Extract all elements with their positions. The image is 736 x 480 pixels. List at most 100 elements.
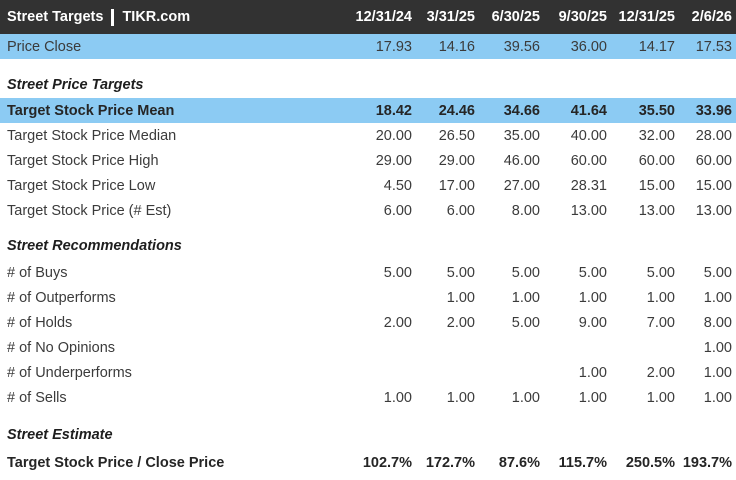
cell-value: 17.53 [695,38,732,55]
cell-value: 35.50 [638,102,675,119]
cell-value: 1.00 [703,339,732,356]
cell-value: 35.00 [503,127,540,144]
cell-value: 250.5% [625,454,675,471]
cell-value: 1.00 [383,389,412,406]
table-row: # of Holds 2.00 2.00 5.00 9.00 7.00 8.00 [0,310,736,335]
cell-value: 8.00 [703,314,732,331]
cell-value: 60.00 [638,152,675,169]
cell-value: 1.00 [511,289,540,306]
row-label: Target Stock Price (# Est) [7,202,172,219]
cell-value: 27.00 [503,177,540,194]
cell-value: 115.7% [558,454,607,471]
row-label: Target Stock Price / Close Price [7,454,225,471]
cell-value: 5.00 [511,264,540,281]
cell-value: 1.00 [446,289,475,306]
cell-value: 60.00 [570,152,607,169]
price-close-row: Price Close 17.93 14.16 39.56 36.00 14.1… [0,34,736,59]
column-header-date: 3/31/25 [426,9,475,25]
section-gap [0,410,736,425]
cell-value: 13.00 [638,202,675,219]
section-title: Street Price Targets [7,77,144,93]
cell-value: 26.50 [438,127,475,144]
column-header-date: 12/31/24 [355,9,412,25]
row-label: Target Stock Price High [7,152,159,169]
table-row: # of Underperforms 1.00 2.00 1.00 [0,360,736,385]
cell-value: 13.00 [695,202,732,219]
cell-value: 2.00 [446,314,475,331]
column-header-date: 12/31/25 [618,9,675,25]
cell-value: 28.31 [570,177,607,194]
cell-value: 40.00 [570,127,607,144]
cell-value: 5.00 [446,264,475,281]
cell-value: 14.17 [638,38,675,55]
cell-value: 18.42 [375,102,412,119]
row-label: Price Close [7,38,82,55]
cell-value: 1.00 [446,389,475,406]
section-title: Street Estimate [7,427,113,443]
table-title: Street Targets TIKR.com [0,8,340,26]
table-title-left: Street Targets [7,9,104,25]
cell-value: 1.00 [703,289,732,306]
cell-value: 5.00 [383,264,412,281]
cell-value: 172.7% [425,454,475,471]
table-row: # of Outperforms 1.00 1.00 1.00 1.00 1.00 [0,285,736,310]
cell-value: 1.00 [646,289,675,306]
cell-value: 15.00 [638,177,675,194]
column-header-date: 2/6/26 [691,9,732,25]
table-title-brand: TIKR.com [122,9,191,25]
cell-value: 29.00 [438,152,475,169]
cell-value: 1.00 [578,289,607,306]
row-label: Target Stock Price Mean [7,102,175,119]
title-divider-bar [111,8,115,26]
cell-value: 5.00 [703,264,732,281]
row-label: # of Sells [7,389,67,406]
cell-value: 28.00 [695,127,732,144]
cell-value: 36.00 [570,38,607,55]
cell-value: 9.00 [578,314,607,331]
cell-value: 6.00 [383,202,412,219]
cell-value: 6.00 [446,202,475,219]
row-label: # of Underperforms [7,364,132,381]
cell-value: 46.00 [503,152,540,169]
table-row: # of No Opinions 1.00 [0,335,736,360]
cell-value: 5.00 [511,314,540,331]
section-title: Street Recommendations [7,238,182,254]
cell-value: 41.64 [570,102,607,119]
row-label: # of Buys [7,264,68,281]
cell-value: 33.96 [695,102,732,119]
cell-value: 1.00 [703,364,732,381]
row-label: # of Outperforms [7,289,116,306]
cell-value: 34.66 [503,102,540,119]
cell-value: 1.00 [578,389,607,406]
table-row: Target Stock Price Mean 18.42 24.46 34.66 41… [0,98,736,123]
section-gap [0,59,736,75]
cell-value: 13.00 [570,202,607,219]
row-label: Target Stock Price Median [7,127,177,144]
cell-value: 17.93 [375,38,412,55]
cell-value: 39.56 [503,38,540,55]
cell-value: 1.00 [511,389,540,406]
cell-value: 1.00 [578,364,607,381]
cell-value: 14.16 [438,38,475,55]
table-row: Target Stock Price / Close Price 102.7% 17… [0,450,736,475]
cell-value: 102.7% [362,454,412,471]
table-header-row: Street Targets TIKR.com 12/31/24 3/31/25… [0,0,736,34]
table-row: Target Stock Price (# Est) 6.00 6.00 8.00 13… [0,198,736,223]
cell-value: 1.00 [703,389,732,406]
cell-value: 32.00 [638,127,675,144]
cell-value: 7.00 [646,314,675,331]
table-row: Target Stock Price Low 4.50 17.00 27.00 28.3… [0,173,736,198]
section-gap [0,223,736,236]
cell-value: 29.00 [375,152,412,169]
column-header-date: 6/30/25 [491,9,540,25]
table-row: # of Sells 1.00 1.00 1.00 1.00 1.00 1.00 [0,385,736,410]
cell-value: 2.00 [383,314,412,331]
table-sections: Street Price Targets Target Stock Price M… [0,59,736,475]
column-header-date: 9/30/25 [558,9,607,25]
cell-value: 8.00 [511,202,540,219]
cell-value: 4.50 [383,177,412,194]
cell-value: 15.00 [695,177,732,194]
cell-value: 20.00 [375,127,412,144]
row-label: # of Holds [7,314,73,331]
